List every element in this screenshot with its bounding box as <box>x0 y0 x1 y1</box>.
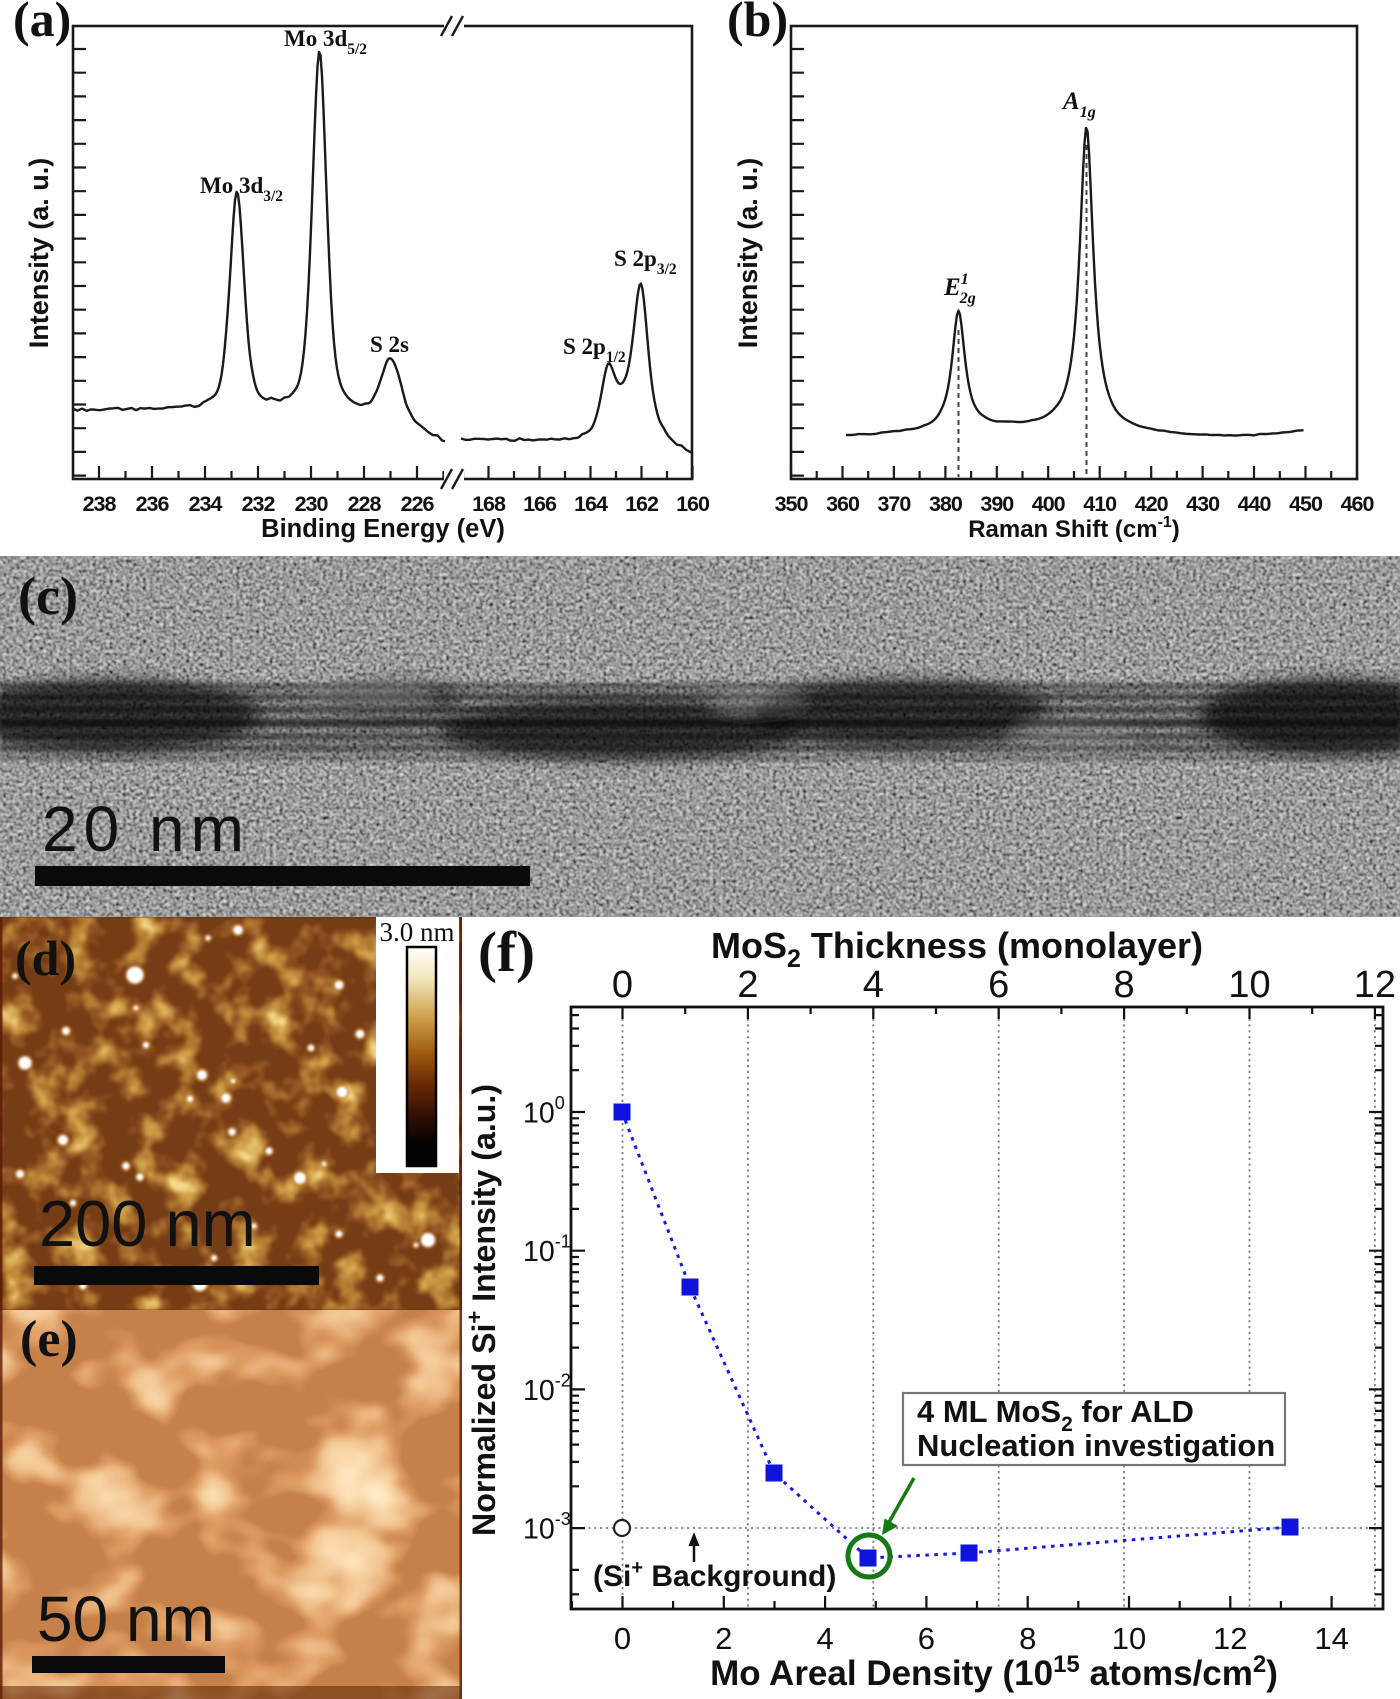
svg-text:234: 234 <box>189 492 223 516</box>
svg-text:4: 4 <box>816 1621 833 1656</box>
svg-text:(a): (a) <box>13 0 71 47</box>
svg-text:(b): (b) <box>727 0 788 47</box>
svg-text:430: 430 <box>1186 492 1220 516</box>
svg-text:4: 4 <box>863 964 884 1006</box>
svg-text:420: 420 <box>1135 492 1169 516</box>
svg-text:(f): (f) <box>478 921 535 984</box>
svg-text:0: 0 <box>614 1621 631 1656</box>
svg-text:(Si+ Background): (Si+ Background) <box>593 1557 836 1593</box>
svg-text:380: 380 <box>929 492 963 516</box>
svg-text:8: 8 <box>1114 964 1135 1006</box>
svg-text:MoS2 Thickness (monolayer): MoS2 Thickness (monolayer) <box>711 925 1203 973</box>
svg-text:20 nm: 20 nm <box>42 793 250 865</box>
svg-text:50 nm: 50 nm <box>37 1583 215 1655</box>
svg-text:(c): (c) <box>18 566 78 626</box>
svg-text:12: 12 <box>1213 1621 1247 1656</box>
svg-text:226: 226 <box>401 492 435 516</box>
svg-text:390: 390 <box>980 492 1014 516</box>
svg-text:10: 10 <box>1228 964 1270 1006</box>
svg-text:Nucleation investigation: Nucleation investigation <box>917 1428 1275 1463</box>
svg-text:Normalized Si+ Intensity (a.u.: Normalized Si+ Intensity (a.u.) <box>462 1084 502 1536</box>
svg-text:(d): (d) <box>15 930 76 986</box>
svg-text:3.0 nm: 3.0 nm <box>379 917 454 947</box>
svg-text:166: 166 <box>523 492 557 516</box>
svg-text:440: 440 <box>1238 492 1272 516</box>
svg-text:400: 400 <box>1032 492 1066 516</box>
svg-text:8: 8 <box>1019 1621 1036 1656</box>
svg-text:160: 160 <box>676 492 710 516</box>
svg-text:Intensity (a. u.): Intensity (a. u.) <box>24 158 54 349</box>
svg-text:230: 230 <box>295 492 329 516</box>
svg-text:6: 6 <box>988 964 1009 1006</box>
svg-text:238: 238 <box>83 492 117 516</box>
svg-text:6: 6 <box>918 1621 935 1656</box>
svg-text:S 2s: S 2s <box>370 332 409 357</box>
svg-text:2: 2 <box>737 964 758 1006</box>
svg-text:Intensity (a. u.): Intensity (a. u.) <box>733 158 763 349</box>
svg-text:0: 0 <box>612 964 633 1006</box>
svg-text:Binding Energy (eV): Binding Energy (eV) <box>261 515 505 543</box>
svg-text:350: 350 <box>775 492 809 516</box>
svg-text:14: 14 <box>1314 1621 1348 1656</box>
svg-text:12: 12 <box>1354 964 1396 1006</box>
svg-text:450: 450 <box>1289 492 1323 516</box>
svg-text:460: 460 <box>1341 492 1375 516</box>
svg-text:236: 236 <box>136 492 170 516</box>
svg-text:164: 164 <box>574 492 608 516</box>
svg-text:Raman Shift (cm-1): Raman Shift (cm-1) <box>968 514 1180 543</box>
svg-text:(e): (e) <box>20 1311 78 1368</box>
svg-text:200 nm: 200 nm <box>39 1187 256 1260</box>
svg-text:370: 370 <box>877 492 911 516</box>
svg-text:2: 2 <box>715 1621 732 1656</box>
svg-text:410: 410 <box>1083 492 1117 516</box>
svg-text:360: 360 <box>826 492 860 516</box>
svg-text:232: 232 <box>242 492 276 516</box>
svg-text:Mo Areal Density (1015 atoms/c: Mo Areal Density (1015 atoms/cm2) <box>710 1651 1278 1693</box>
svg-text:168: 168 <box>472 492 506 516</box>
svg-text:162: 162 <box>625 492 659 516</box>
svg-text:10: 10 <box>1112 1621 1146 1656</box>
svg-text:228: 228 <box>348 492 382 516</box>
